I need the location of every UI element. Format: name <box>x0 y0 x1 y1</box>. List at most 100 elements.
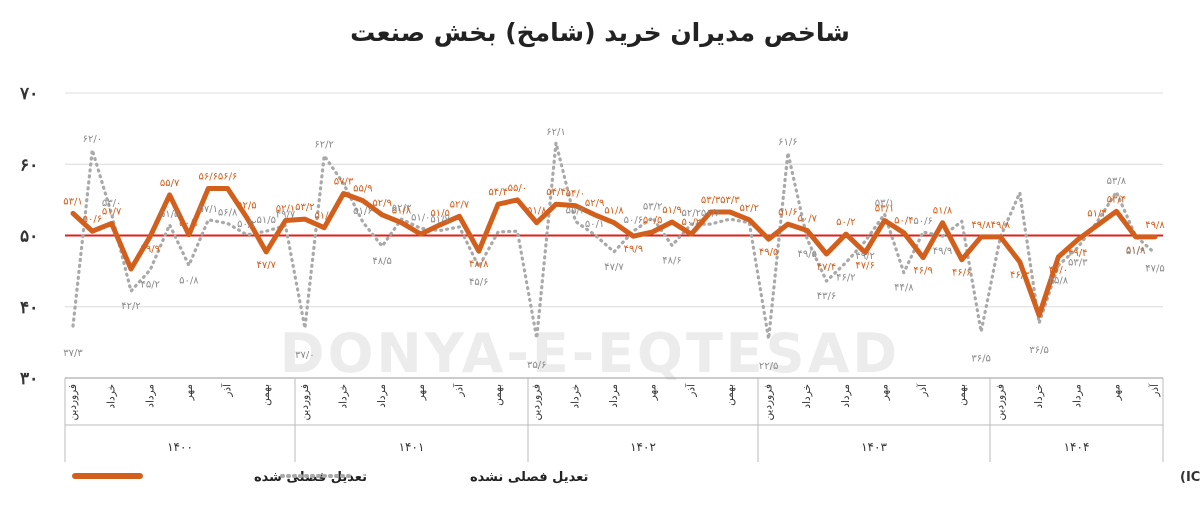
data-label-not-adjusted: ۵۶/۸ <box>218 207 238 218</box>
data-label-adjusted: ۵۳/۱ <box>63 196 82 207</box>
data-label-adjusted: ۴۷/۶ <box>855 261 874 272</box>
month-label: خرداد <box>569 384 581 409</box>
data-label-not-adjusted: ۵۷/۱ <box>199 204 218 215</box>
chart-title: شاخص مدیران خرید (شامخ) بخش صنعت <box>350 18 850 47</box>
data-label-adjusted: ۴۶/۳ <box>1010 270 1030 281</box>
data-label-adjusted: ۵۳/۴ <box>1107 194 1126 205</box>
y-axis-ticks: ۳۰ ۴۰ ۵۰ ۶۰ ۷۰ <box>19 84 38 389</box>
data-label-adjusted: ۵۰/۱ <box>179 218 198 229</box>
data-label-adjusted: ۵۰/۴ <box>894 216 913 227</box>
data-labels: ۵۳/۱۵۰/۶۵۱/۷۴۹/۹۵۵/۷۵۰/۱۵۶/۶ ۵۶/۶۵۲/۵۴۷/۷… <box>63 127 1165 372</box>
data-label-adjusted: ۵۰/۵ <box>643 215 662 226</box>
data-label-not-adjusted: ۵۳/۰ <box>102 198 121 209</box>
data-label-not-adjusted: ۵۰/۸ <box>179 275 199 286</box>
data-label-adjusted: ۵۱/۵ <box>430 208 449 219</box>
data-label-not-adjusted: ۲۲/۵ <box>759 361 778 372</box>
data-label-adjusted: ۴۹/۴ <box>1068 248 1087 259</box>
data-label-adjusted: ۵۰/۷ <box>797 214 817 225</box>
data-label-adjusted: ۵۴/۴ <box>546 187 565 198</box>
data-label-adjusted: ۴۷/۰ <box>1049 265 1068 276</box>
year-label: ۱۴۰۱ <box>399 440 425 454</box>
data-label-adjusted: ۵۴/۴ <box>488 187 507 198</box>
data-label-adjusted: ۵۱/۸ <box>933 206 953 217</box>
data-label-adjusted: ۴۷/۴ <box>817 262 836 273</box>
data-label-not-adjusted: ۵۱/۶ <box>353 206 372 217</box>
watermark-text: DONYA-E-EQTESAD <box>280 322 900 385</box>
data-label-adjusted: ۵۲/۷ <box>450 199 470 210</box>
data-label-adjusted: ۵۰/۲ <box>836 217 855 228</box>
data-label-adjusted: ۴۹/۹ <box>141 244 160 255</box>
data-label-adjusted: ۴۹/۸ <box>991 220 1011 231</box>
watermark: DONYA-E-EQTESAD <box>280 322 900 385</box>
data-label-not-adjusted: ۵۳/۱ <box>875 198 894 209</box>
data-label-adjusted: ۴۹/۵ <box>759 247 778 258</box>
data-label-adjusted: ۵۲/۱ <box>276 204 295 215</box>
data-label-adjusted: ۴۷/۷ <box>256 260 276 271</box>
year-label: ۱۴۰۳ <box>861 440 887 454</box>
y-tick-label: ۳۰ <box>20 369 38 389</box>
data-label-not-adjusted: ۴۹/۲ <box>855 251 874 262</box>
month-label: فروردین <box>67 384 79 421</box>
month-label: فروردین <box>299 384 311 421</box>
data-label-not-adjusted: ۴۵/۲ <box>141 280 160 291</box>
data-label-adjusted: ۵۱/۴ <box>1087 209 1106 220</box>
data-label-not-adjusted: ۳۶/۵ <box>1029 345 1048 356</box>
data-label-not-adjusted: ۵۱/۹ <box>1126 246 1145 257</box>
data-label-not-adjusted: ۳۵/۶ <box>527 360 546 371</box>
data-label-not-adjusted: ۳۶/۵ <box>971 354 990 365</box>
series-line-adjusted <box>70 186 1158 318</box>
data-label-not-adjusted: ۵۰/۱ <box>585 219 604 230</box>
data-label-adjusted: ۵۱/۱ <box>314 211 333 222</box>
month-label: مرداد <box>840 384 852 408</box>
data-label-adjusted: ۵۰/۲ <box>682 217 701 228</box>
month-label: آذر <box>221 383 234 398</box>
data-label-not-adjusted: ۳۷/۰ <box>295 350 314 361</box>
y-tick-label: ۶۰ <box>20 155 38 175</box>
data-label-adjusted: ۵۴/۰ <box>566 189 585 200</box>
data-label-adjusted: ۵۳/۱ <box>875 204 894 215</box>
data-label-not-adjusted: ۵۰/۲ <box>237 219 256 230</box>
data-label-not-adjusted: ۵۱/۵ <box>160 209 179 220</box>
data-label-adjusted: ۵۲/۵ <box>237 201 256 212</box>
data-label-adjusted: ۵۷/۳ <box>334 176 354 187</box>
month-label: آذر <box>916 383 929 398</box>
data-label-not-adjusted: ۴۵/۸ <box>1049 275 1069 286</box>
data-label-adjusted: ۵۵/۷ <box>160 178 180 189</box>
month-label: مهر <box>183 384 195 401</box>
data-label-not-adjusted: ۴۹/۹ <box>933 246 952 257</box>
month-label: مهر <box>1110 384 1122 401</box>
data-label-not-adjusted: ۵۱/۰ <box>411 212 430 223</box>
year-label: ۱۴۰۲ <box>630 440 656 454</box>
y-tick-label: ۴۰ <box>20 298 38 318</box>
data-label-adjusted: ۵۶/۶ <box>199 171 218 182</box>
month-label: خرداد <box>106 384 118 409</box>
series-seasonally-adjusted <box>70 186 1158 318</box>
data-label-not-adjusted: ۵۳/۸ <box>1107 176 1127 187</box>
data-label-not-adjusted: ۶۱/۶ <box>778 137 797 148</box>
data-label-adjusted: ۵۱/۸ <box>527 206 547 217</box>
data-label-adjusted: ۵۰/۶ <box>83 214 102 225</box>
month-label: بهمن <box>492 384 504 406</box>
data-label-adjusted: ۵۳/۳ <box>701 195 721 206</box>
data-label-adjusted: ۵۲/۹ <box>372 198 391 209</box>
data-label-adjusted: ۵۲/۲ <box>740 203 759 214</box>
data-label-not-adjusted: ۴۳/۶ <box>817 291 836 302</box>
month-label: مهر <box>415 384 427 401</box>
data-label-adjusted: ۴۹/۹ <box>624 244 643 255</box>
data-label-adjusted: ۵۲/۹ <box>585 198 604 209</box>
data-label-not-adjusted: ۴۶/۲ <box>836 273 855 284</box>
data-label-not-adjusted: ۵۳/۳ <box>1068 258 1088 269</box>
data-label-not-adjusted: ۴۵/۶ <box>469 277 488 288</box>
y-tick-label: ۷۰ <box>19 84 38 104</box>
data-label-adjusted: ۵۱/۹ <box>662 205 681 216</box>
month-label: بهمن <box>724 384 736 406</box>
data-label-adjusted: ۴۶/۶ <box>952 268 971 279</box>
data-label-adjusted: ۵۵/۹ <box>353 184 372 195</box>
data-label-not-adjusted: ۴۸/۵ <box>372 256 391 267</box>
data-label-not-adjusted: ۳۷/۳ <box>63 348 83 359</box>
data-label-not-adjusted: ۴۷/۵ <box>1145 263 1164 274</box>
data-label-not-adjusted: ۶۲/۰ <box>83 134 102 145</box>
month-label: آذر <box>1148 383 1161 398</box>
data-label-not-adjusted: ۵۵/۲ <box>566 205 585 216</box>
